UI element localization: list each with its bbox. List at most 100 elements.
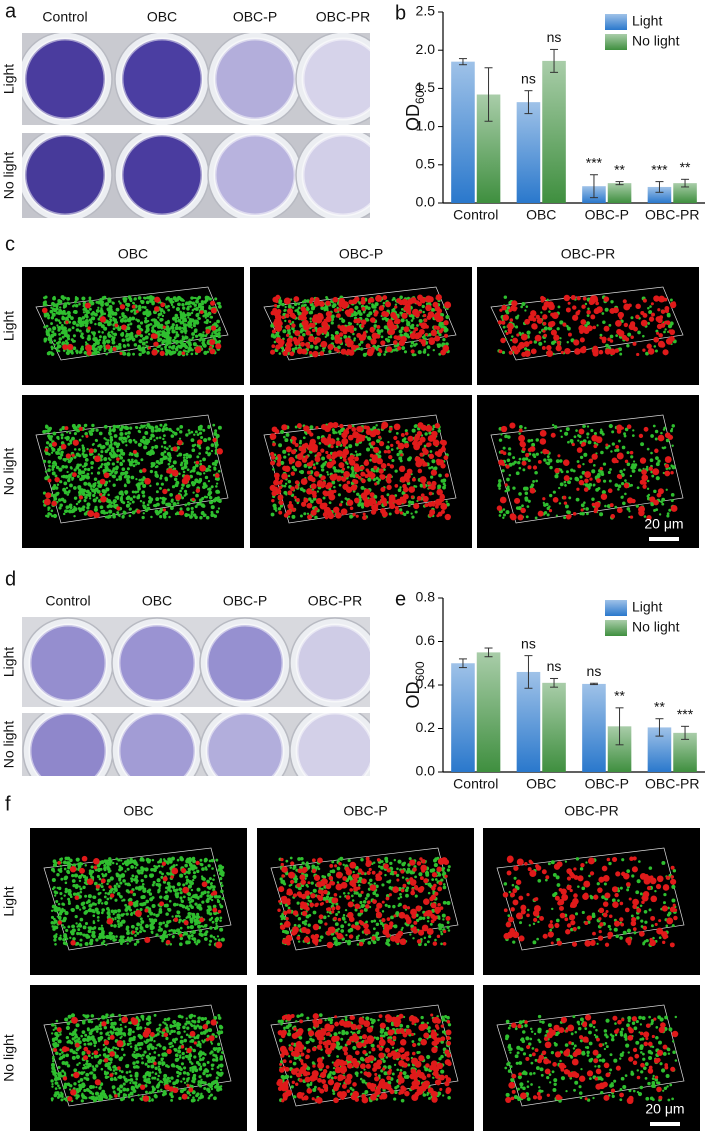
green-cell xyxy=(78,438,82,442)
green-cell xyxy=(284,482,288,486)
green-cell xyxy=(637,330,641,335)
green-cell xyxy=(54,894,57,897)
green-cell xyxy=(179,857,184,862)
red-cell xyxy=(649,316,654,321)
green-cell xyxy=(72,320,77,326)
green-cell xyxy=(607,470,611,475)
red-cell xyxy=(662,349,669,356)
green-cell xyxy=(44,470,48,473)
green-cell xyxy=(100,450,104,454)
green-cell xyxy=(190,352,194,356)
green-cell xyxy=(583,425,587,428)
green-cell xyxy=(115,467,119,471)
red-cell xyxy=(531,323,538,330)
green-cell xyxy=(442,482,446,486)
green-cell xyxy=(409,344,413,348)
red-cell xyxy=(434,422,441,429)
green-cell xyxy=(94,482,97,485)
green-cell xyxy=(86,506,90,510)
red-cell xyxy=(417,301,422,307)
green-cell xyxy=(83,499,87,503)
green-cell xyxy=(81,336,85,340)
green-cell xyxy=(121,317,124,321)
green-cell xyxy=(82,505,86,509)
green-cell xyxy=(67,892,71,896)
green-cell xyxy=(194,307,199,311)
red-cell xyxy=(412,441,417,446)
red-cell xyxy=(290,449,297,455)
green-cell xyxy=(166,862,170,865)
green-cell xyxy=(432,348,435,352)
red-cell xyxy=(428,338,436,346)
green-cell xyxy=(185,352,189,356)
green-cell xyxy=(205,320,209,324)
green-cell xyxy=(670,498,674,503)
red-cell xyxy=(586,309,591,315)
green-cell xyxy=(164,426,169,431)
green-cell xyxy=(352,332,355,336)
green-cell xyxy=(552,490,556,494)
red-cell xyxy=(416,495,422,501)
green-cell xyxy=(614,483,619,487)
green-cell xyxy=(87,482,91,486)
green-cell xyxy=(178,437,182,440)
green-cell xyxy=(77,486,81,490)
red-cell xyxy=(351,426,357,432)
green-cell xyxy=(631,434,635,437)
green-cell xyxy=(99,335,102,338)
red-cell xyxy=(626,497,634,504)
green-cell xyxy=(75,351,79,355)
green-cell xyxy=(132,495,136,499)
red-cell xyxy=(400,433,405,437)
green-cell xyxy=(50,306,53,309)
red-cell xyxy=(507,322,514,330)
volume-box xyxy=(35,286,229,361)
red-cell xyxy=(162,488,168,495)
red-cell xyxy=(424,333,428,337)
green-cell xyxy=(595,487,599,492)
green-cell xyxy=(216,935,220,938)
green-cell xyxy=(291,514,296,519)
green-cell xyxy=(666,512,670,516)
green-cell xyxy=(105,511,109,515)
green-cell xyxy=(175,324,179,327)
red-cell xyxy=(500,425,508,433)
green-cell xyxy=(437,429,442,433)
green-cell xyxy=(79,943,83,947)
green-cell xyxy=(213,926,217,930)
green-cell xyxy=(58,337,63,341)
green-cell xyxy=(207,311,212,316)
red-cell xyxy=(323,491,329,497)
red-cell xyxy=(642,313,648,318)
red-cell xyxy=(556,340,561,345)
green-cell xyxy=(179,507,183,511)
green-cell xyxy=(43,325,46,329)
green-cell xyxy=(190,430,194,434)
red-cell xyxy=(94,455,101,463)
green-cell xyxy=(95,338,99,342)
red-cell xyxy=(588,298,596,305)
green-cell xyxy=(83,350,88,355)
green-cell xyxy=(671,444,674,447)
green-cell xyxy=(320,468,325,472)
red-cell xyxy=(562,459,570,466)
green-cell xyxy=(134,425,138,429)
green-cell xyxy=(599,333,603,337)
green-cell xyxy=(127,352,131,356)
red-cell xyxy=(172,446,178,452)
green-cell xyxy=(125,302,129,307)
green-cell xyxy=(652,424,656,428)
green-cell xyxy=(206,448,209,451)
green-cell xyxy=(430,308,435,312)
green-cell xyxy=(67,897,71,901)
green-cell xyxy=(399,459,403,463)
red-cell xyxy=(389,464,395,469)
green-cell xyxy=(318,441,322,445)
red-cell xyxy=(408,311,412,316)
green-cell xyxy=(87,336,92,341)
red-cell xyxy=(324,515,329,520)
green-cell xyxy=(380,335,384,339)
green-cell xyxy=(118,477,123,481)
green-cell xyxy=(111,337,115,342)
green-cell xyxy=(187,898,191,902)
